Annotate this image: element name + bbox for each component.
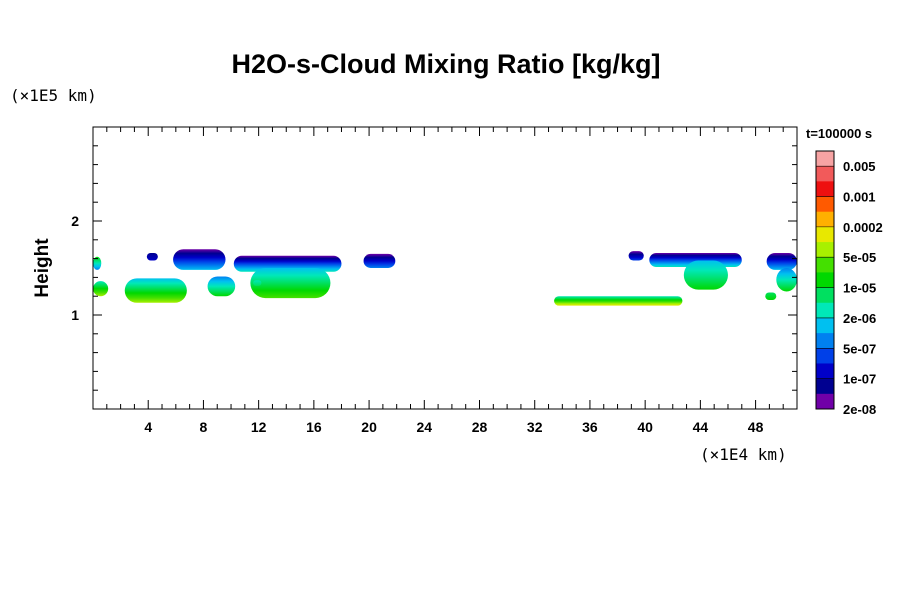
cloud-region [124, 278, 187, 303]
cloud-region [766, 252, 797, 270]
colorbar-swatch [816, 211, 834, 228]
colorbar-label: 1e-05 [843, 281, 876, 296]
colorbar-label: 5e-05 [843, 250, 876, 265]
x-tick-label: 24 [417, 419, 433, 435]
y-tick-label: 2 [71, 213, 79, 229]
y-unit-label: (×1E5 km) [10, 86, 97, 105]
colorbar-swatch [816, 317, 834, 334]
colorbar-swatch [816, 242, 834, 258]
colorbar-swatch [816, 348, 834, 364]
cloud-region [207, 276, 236, 297]
x-tick-label: 16 [306, 419, 322, 435]
cloud-region [363, 253, 396, 268]
colorbar-label: 0.005 [843, 159, 876, 174]
colorbar-swatch [816, 181, 834, 197]
colorbar-label: 0.001 [843, 190, 876, 205]
x-tick-label: 48 [748, 419, 764, 435]
cloud-region [233, 255, 342, 272]
cloud-region [250, 268, 331, 299]
colorbar-label: 5e-07 [843, 341, 876, 356]
cloud-region [776, 268, 797, 292]
y-tick-label: 1 [71, 307, 79, 323]
time-label: t=100000 s [806, 126, 872, 141]
colorbar-swatch [816, 333, 834, 349]
colorbar-swatch [816, 196, 834, 213]
colorbar-swatch [816, 363, 834, 380]
cloud-region [628, 251, 644, 261]
colorbar-label: 2e-08 [843, 402, 876, 417]
colorbar-swatch [816, 166, 834, 182]
colorbar-swatch [816, 257, 834, 273]
colorbar-swatch [816, 393, 834, 410]
colorbar-swatch [816, 378, 834, 395]
chart-title: H2O-s-Cloud Mixing Ratio [kg/kg] [232, 49, 661, 79]
cloud-region [765, 292, 777, 300]
cloud-region [554, 296, 683, 306]
cloud-region [146, 252, 158, 261]
x-tick-label: 36 [582, 419, 598, 435]
cloud-region [93, 256, 102, 270]
y-axis-label: Height [32, 238, 53, 298]
x-tick-label: 20 [361, 419, 377, 435]
colorbar-swatch [816, 151, 834, 167]
x-tick-label: 32 [527, 419, 543, 435]
x-tick-label: 28 [472, 419, 488, 435]
x-tick-label: 8 [200, 419, 208, 435]
cloud-region [173, 249, 226, 270]
x-tick-label: 44 [693, 419, 709, 435]
colorbar-swatch [816, 302, 834, 319]
cloud-region [253, 280, 262, 286]
colorbar-label: 0.0002 [843, 220, 883, 235]
plot-frame [92, 126, 798, 410]
x-tick-label: 12 [251, 419, 267, 435]
colorbar-swatch [816, 272, 834, 288]
cloud-region [683, 260, 728, 290]
colorbar-label: 1e-07 [843, 372, 876, 387]
colorbar: 0.005 0.001 0.0002 5e-05 1e-05 2e-06 5e-07 1e-0… [815, 150, 883, 417]
x-tick-label: 4 [144, 419, 152, 435]
colorbar-label: 2e-06 [843, 311, 876, 326]
x-unit-label: (×1E4 km) [700, 445, 787, 464]
cloud-region [93, 281, 109, 297]
colorbar-swatch [816, 287, 834, 304]
colorbar-swatch [816, 226, 834, 243]
x-tick-label: 40 [637, 419, 653, 435]
cloud-field [93, 249, 797, 306]
